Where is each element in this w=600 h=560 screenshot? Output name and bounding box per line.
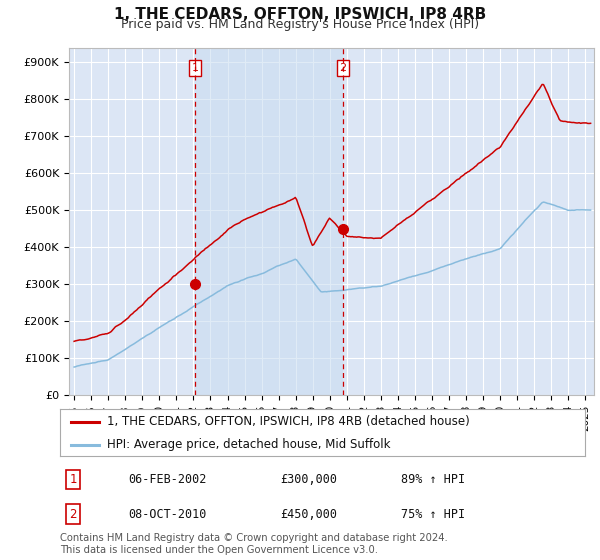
- Text: 2: 2: [70, 508, 77, 521]
- Text: Contains HM Land Registry data © Crown copyright and database right 2024.
This d: Contains HM Land Registry data © Crown c…: [60, 533, 448, 555]
- Text: 2: 2: [340, 63, 346, 73]
- Bar: [195, 48, 343, 395]
- Text: 1, THE CEDARS, OFFTON, IPSWICH, IP8 4RB (detached house): 1, THE CEDARS, OFFTON, IPSWICH, IP8 4RB …: [107, 415, 470, 428]
- Text: 06-FEB-2002: 06-FEB-2002: [128, 473, 206, 486]
- Text: 89% ↑ HPI: 89% ↑ HPI: [401, 473, 466, 486]
- Text: 1: 1: [191, 63, 199, 73]
- Text: HPI: Average price, detached house, Mid Suffolk: HPI: Average price, detached house, Mid …: [107, 438, 391, 451]
- Text: 08-OCT-2010: 08-OCT-2010: [128, 508, 206, 521]
- Text: 1: 1: [70, 473, 77, 486]
- Text: 1, THE CEDARS, OFFTON, IPSWICH, IP8 4RB: 1, THE CEDARS, OFFTON, IPSWICH, IP8 4RB: [114, 7, 486, 22]
- Text: 75% ↑ HPI: 75% ↑ HPI: [401, 508, 466, 521]
- Text: £300,000: £300,000: [281, 473, 337, 486]
- Text: £450,000: £450,000: [281, 508, 337, 521]
- Text: Price paid vs. HM Land Registry's House Price Index (HPI): Price paid vs. HM Land Registry's House …: [121, 18, 479, 31]
